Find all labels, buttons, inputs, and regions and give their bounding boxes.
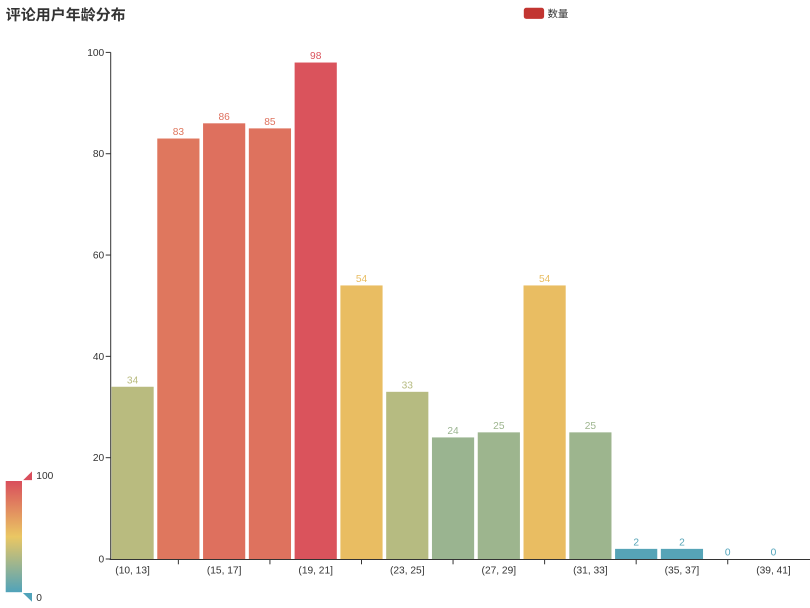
svg-text:(31, 33]: (31, 33] <box>573 565 608 576</box>
svg-text:25: 25 <box>493 421 505 432</box>
svg-text:0: 0 <box>725 548 731 559</box>
svg-text:40: 40 <box>93 352 105 363</box>
svg-text:60: 60 <box>93 250 105 261</box>
svg-text:(35, 37]: (35, 37] <box>665 565 700 576</box>
svg-text:85: 85 <box>264 117 276 128</box>
svg-text:0: 0 <box>36 593 42 604</box>
svg-text:2: 2 <box>633 537 639 548</box>
svg-text:(15, 17]: (15, 17] <box>207 565 242 576</box>
svg-text:54: 54 <box>539 274 551 285</box>
svg-text:100: 100 <box>36 471 53 482</box>
svg-text:80: 80 <box>93 149 105 160</box>
svg-text:20: 20 <box>93 453 105 464</box>
svg-text:(10, 13]: (10, 13] <box>115 565 150 576</box>
svg-text:(27, 29]: (27, 29] <box>482 565 517 576</box>
svg-text:0: 0 <box>99 554 105 565</box>
svg-text:(19, 21]: (19, 21] <box>298 565 333 576</box>
svg-text:25: 25 <box>585 421 597 432</box>
svg-text:2: 2 <box>679 537 685 548</box>
svg-text:54: 54 <box>356 274 368 285</box>
svg-text:98: 98 <box>310 51 322 62</box>
svg-text:100: 100 <box>87 48 104 59</box>
svg-text:0: 0 <box>771 548 777 559</box>
svg-text:33: 33 <box>402 380 414 391</box>
svg-text:(23, 25]: (23, 25] <box>390 565 425 576</box>
svg-text:83: 83 <box>173 127 185 138</box>
svg-text:24: 24 <box>447 426 459 437</box>
svg-text:86: 86 <box>218 112 230 123</box>
svg-text:(39, 41]: (39, 41] <box>756 565 791 576</box>
svg-text:34: 34 <box>127 375 139 386</box>
